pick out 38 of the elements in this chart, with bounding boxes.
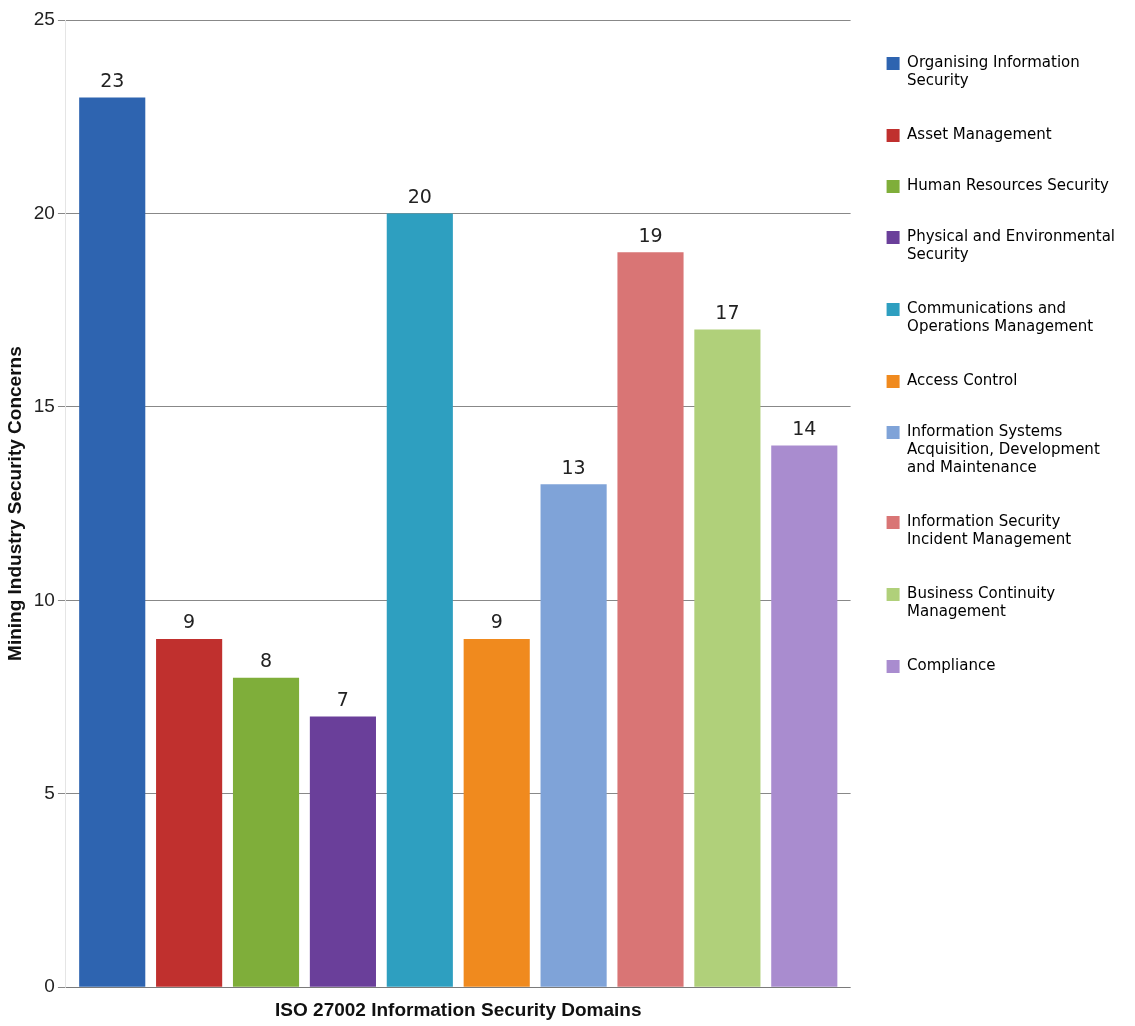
- bar: [771, 445, 838, 987]
- y-tick-label: 0: [44, 975, 55, 997]
- y-tick-label: 10: [33, 588, 55, 610]
- data-label: 7: [336, 687, 349, 710]
- bar: [79, 97, 146, 987]
- bar: [309, 716, 376, 987]
- legend-label: Compliance: [907, 656, 996, 675]
- y-tick-label: 15: [33, 395, 55, 417]
- legend-label: Organising Information Security: [907, 53, 1080, 90]
- data-label: 9: [183, 610, 196, 633]
- legend-label: Information Systems Acquisition, Development and Maintenance: [907, 422, 1100, 477]
- data-label: 17: [715, 300, 740, 323]
- legend-label: Information Security Incident Management: [907, 512, 1072, 549]
- data-label: 20: [407, 184, 432, 207]
- data-label: 23: [100, 68, 125, 91]
- legend-label: Human Resources Security: [907, 176, 1110, 195]
- data-label: 13: [561, 455, 586, 478]
- bar: [617, 252, 684, 987]
- y-tick-label: 5: [44, 781, 55, 803]
- bar: [540, 484, 607, 987]
- legend-label: Communications and Operations Management: [907, 299, 1094, 336]
- data-label: 14: [792, 417, 817, 440]
- bar: [694, 329, 761, 987]
- data-label: 9: [490, 610, 503, 633]
- y-tick-label: 25: [33, 8, 55, 30]
- data-label: 8: [259, 649, 273, 672]
- x-axis-title: ISO 27002 Information Security Domains: [275, 998, 642, 1020]
- data-label: 19: [638, 223, 663, 246]
- y-axis-title: Mining Industry Security Concerns: [3, 346, 25, 661]
- legend-label: Business Continuity Management: [907, 584, 1056, 621]
- legend-label: Physical and Environmental Security: [907, 227, 1116, 264]
- bar: [232, 677, 300, 987]
- legend-label: Access Control: [907, 371, 1018, 390]
- bar: [156, 639, 223, 987]
- bar: [463, 639, 530, 987]
- y-tick-label: 20: [33, 201, 55, 223]
- legend-label: Asset Management: [907, 125, 1052, 144]
- bar: [386, 213, 453, 987]
